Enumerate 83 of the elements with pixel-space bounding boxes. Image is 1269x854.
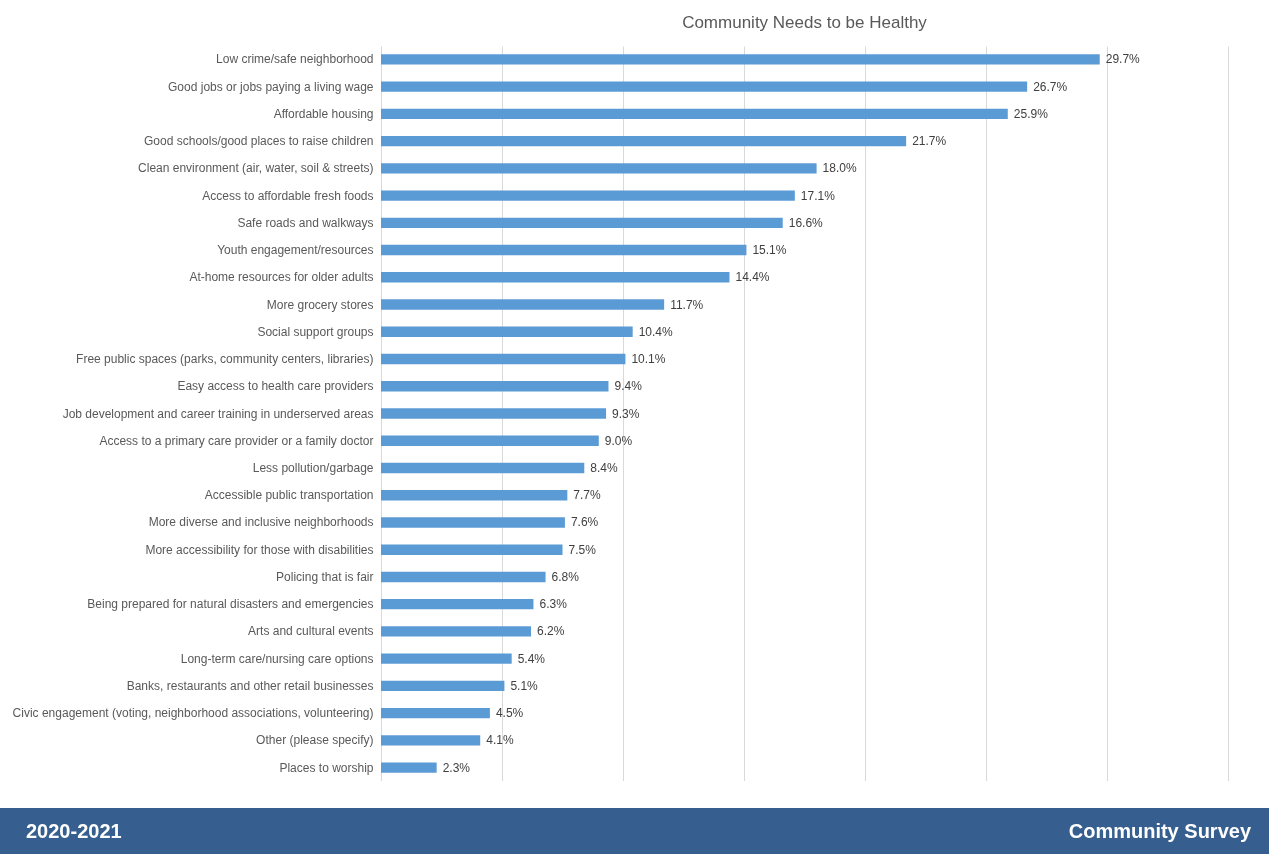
- data-label: 7.5%: [568, 542, 597, 557]
- bar: [381, 490, 568, 501]
- bar: [381, 435, 599, 446]
- y-tick-label: Places to worship: [279, 760, 374, 775]
- y-tick-label: Safe roads and walkways: [237, 215, 374, 230]
- data-label: 7.7%: [573, 488, 602, 503]
- data-label: 29.7%: [1105, 52, 1141, 67]
- bar: [381, 54, 1100, 65]
- y-tick-label: Long-term care/nursing care options: [180, 651, 374, 666]
- data-label: 2.3%: [442, 760, 471, 775]
- y-tick-label: Banks, restaurants and other retail businesses: [126, 678, 374, 693]
- y-tick-label: Clean environment (air, water, soil & streets): [138, 161, 374, 176]
- y-tick-label: Youth engagement/resources: [217, 243, 374, 258]
- y-tick-label: Free public spaces (parks, community centers, libraries): [76, 352, 374, 367]
- bar: [381, 599, 534, 610]
- bar: [381, 653, 512, 664]
- bar: [381, 707, 490, 719]
- y-tick-label: More accessibility for those with disabilities: [145, 542, 374, 557]
- data-label: 15.1%: [752, 243, 787, 258]
- y-tick-label: Good jobs or jobs paying a living wage: [168, 79, 374, 94]
- y-tick-label: Low crime/safe neighborhood: [216, 52, 374, 67]
- bar: [381, 135, 907, 147]
- bar: [381, 244, 747, 256]
- data-label: 6.3%: [539, 597, 568, 612]
- bar: [381, 626, 532, 637]
- data-label: 9.0%: [604, 433, 633, 448]
- data-label: 8.4%: [590, 460, 618, 475]
- y-tick-label: Affordable housing: [273, 106, 374, 121]
- bar: [381, 517, 565, 528]
- bar: [381, 326, 633, 337]
- data-label: 18.0%: [822, 161, 857, 176]
- bar: [381, 108, 1008, 120]
- y-tick-label: More diverse and inclusive neighborhoods: [148, 515, 374, 530]
- bar: [381, 544, 563, 555]
- data-label: 10.1%: [631, 352, 666, 367]
- bar: [381, 299, 665, 310]
- data-label: 5.1%: [510, 678, 539, 693]
- bar: [381, 163, 817, 174]
- data-label: 6.2%: [537, 624, 565, 639]
- bar: [381, 735, 481, 746]
- bar: [381, 762, 437, 773]
- bar: [381, 81, 1028, 92]
- bar: [381, 217, 783, 228]
- data-label: 9.3%: [612, 406, 640, 421]
- bar: [381, 571, 546, 583]
- data-label: 11.7%: [670, 297, 704, 312]
- bar: [381, 680, 505, 692]
- y-tick-label: Job development and career training in underserved areas: [62, 406, 374, 421]
- data-label: 5.4%: [517, 651, 546, 666]
- bar: [381, 353, 626, 365]
- y-tick-label: Less pollution/garbage: [252, 460, 374, 475]
- data-label: 10.4%: [638, 324, 674, 339]
- y-tick-label: Easy access to health care providers: [177, 379, 374, 394]
- bar: [381, 381, 609, 392]
- y-tick-label: Access to a primary care provider or a family doctor: [99, 433, 374, 448]
- data-label: 9.4%: [614, 379, 643, 394]
- y-tick-label: Policing that is fair: [276, 569, 374, 584]
- bar: [381, 408, 607, 419]
- data-label: 4.5%: [495, 706, 524, 721]
- y-tick-label: Accessible public transportation: [204, 488, 374, 503]
- footer-banner: 2020-2021 Community Survey: [0, 808, 1269, 854]
- y-tick-label: Civic engagement (voting, neighborhood associations, volunteering): [12, 706, 374, 721]
- y-tick-label: More grocery stores: [266, 297, 374, 312]
- bar: [381, 272, 730, 283]
- bar: [381, 190, 795, 201]
- data-label: 4.1%: [486, 733, 514, 748]
- y-tick-label: Arts and cultural events: [248, 624, 374, 639]
- data-label: 14.4%: [735, 270, 770, 285]
- data-label: 26.7%: [1033, 79, 1068, 94]
- y-tick-label: At-home resources for older adults: [189, 270, 374, 285]
- data-label: 17.1%: [800, 188, 836, 203]
- y-tick-label: Social support groups: [257, 324, 374, 339]
- data-label: 21.7%: [912, 134, 947, 149]
- data-label: 25.9%: [1013, 106, 1049, 121]
- y-tick-label: Access to affordable fresh foods: [202, 188, 374, 203]
- y-tick-label: Good schools/good places to raise children: [144, 134, 374, 149]
- data-label: 7.6%: [570, 515, 599, 530]
- data-label: 6.8%: [551, 569, 580, 584]
- y-tick-label: Being prepared for natural disasters and emergencies: [87, 597, 374, 612]
- y-tick-label: Other (please specify): [256, 733, 374, 748]
- bar: [381, 462, 585, 474]
- data-label: 16.6%: [788, 215, 824, 230]
- chart-title: Community Needs to be Healthy: [682, 13, 928, 32]
